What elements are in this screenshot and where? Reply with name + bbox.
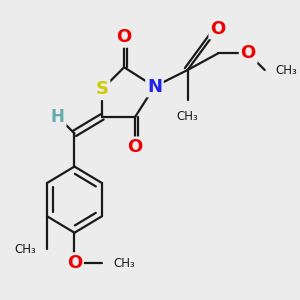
Text: O: O xyxy=(116,28,132,46)
Text: S: S xyxy=(95,80,109,98)
Text: CH₃: CH₃ xyxy=(276,64,298,76)
Text: H: H xyxy=(51,108,65,126)
Text: CH₃: CH₃ xyxy=(14,243,36,256)
Text: O: O xyxy=(67,254,82,272)
Text: CH₃: CH₃ xyxy=(113,256,135,270)
Text: O: O xyxy=(210,20,226,38)
Text: N: N xyxy=(147,78,162,96)
Text: O: O xyxy=(128,138,143,156)
Text: CH₃: CH₃ xyxy=(177,110,198,123)
Text: O: O xyxy=(241,44,256,62)
